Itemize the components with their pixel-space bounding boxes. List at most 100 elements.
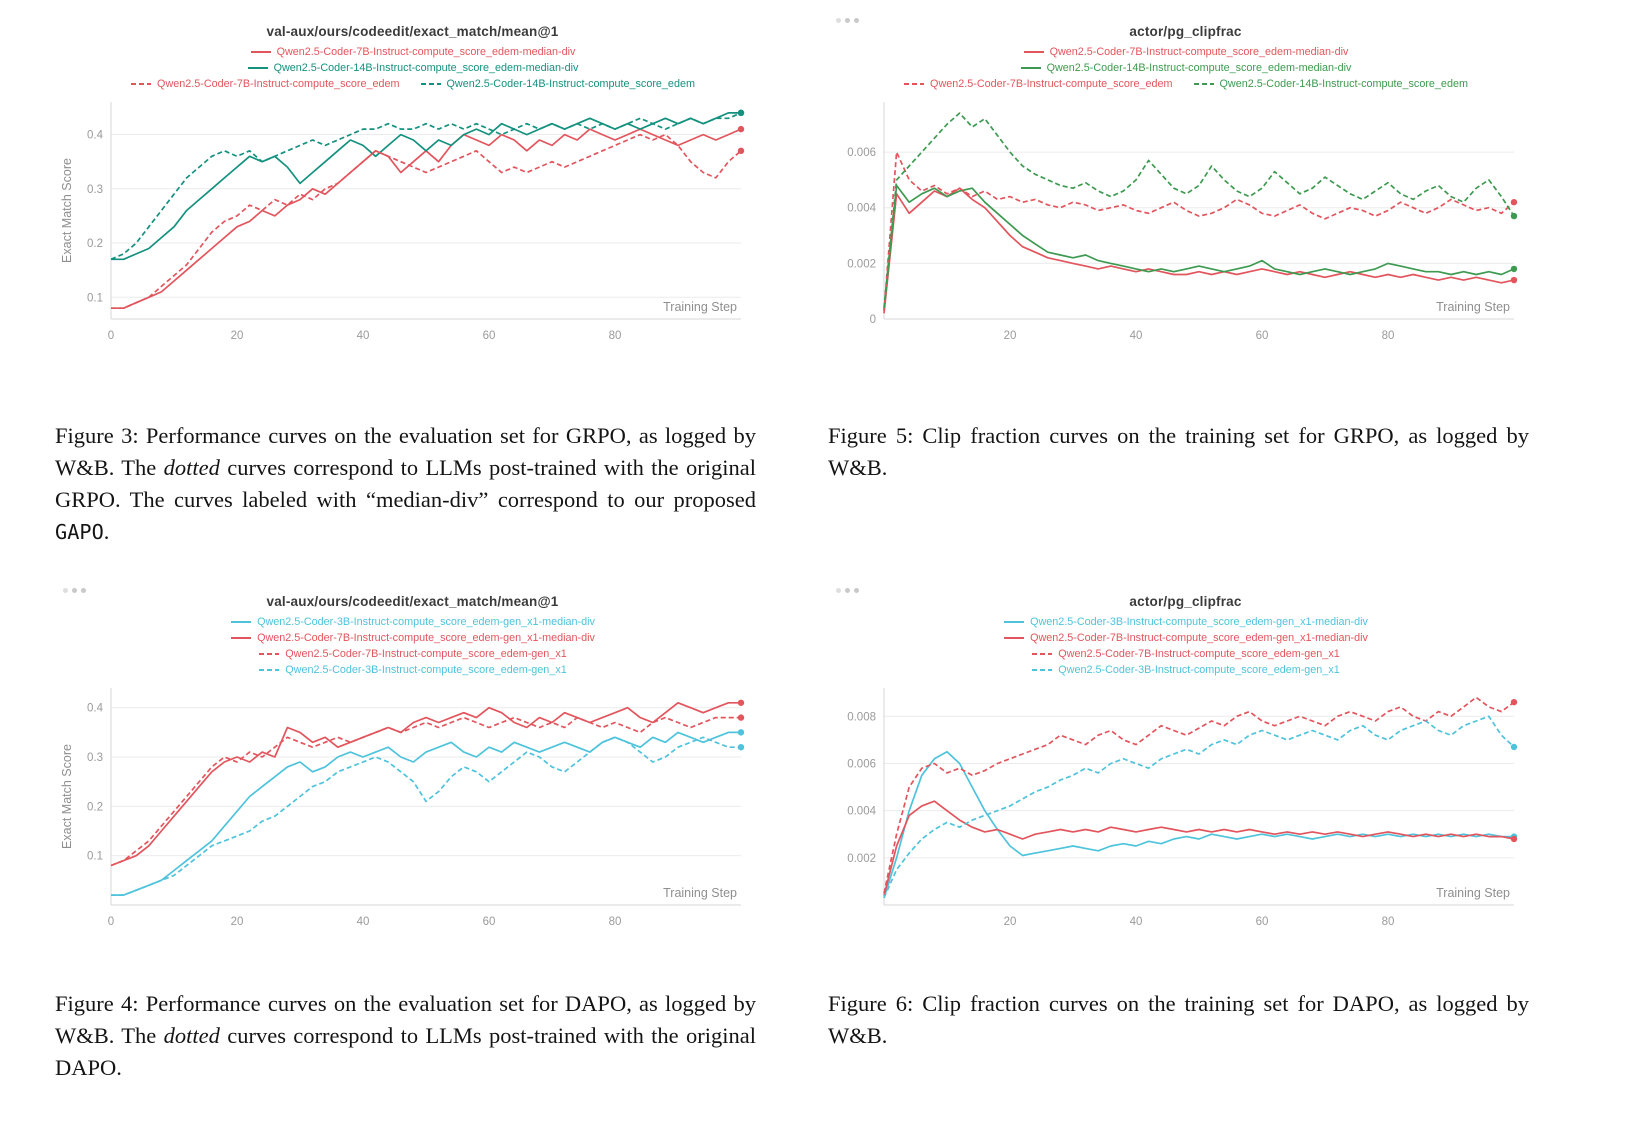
svg-text:60: 60 bbox=[483, 330, 496, 342]
chart-title: actor/pg_clipfrac bbox=[1129, 594, 1242, 609]
solid-line-swatch-icon bbox=[231, 621, 252, 623]
legend-row: Qwen2.5-Coder-7B-Instruct-compute_score_… bbox=[55, 646, 770, 662]
svg-text:0.006: 0.006 bbox=[847, 758, 876, 770]
svg-text:Exact Match Score: Exact Match Score bbox=[60, 744, 74, 849]
legend-label: Qwen2.5-Coder-14B-Instruct-compute_score… bbox=[1219, 78, 1468, 90]
chart-legend: Qwen2.5-Coder-7B-Instruct-compute_score_… bbox=[828, 44, 1543, 92]
caption-text: Figure 5: Clip fraction curves on the tr… bbox=[828, 423, 1529, 480]
figure5-caption: Figure 5: Clip fraction curves on the tr… bbox=[828, 420, 1543, 484]
legend-label: Qwen2.5-Coder-3B-Instruct-compute_score_… bbox=[257, 616, 595, 628]
legend-item: Qwen2.5-Coder-7B-Instruct-compute_score_… bbox=[1031, 646, 1340, 662]
svg-text:0.4: 0.4 bbox=[87, 130, 104, 142]
kebab-menu-icon[interactable] bbox=[836, 588, 859, 593]
caption-text: curves correspond to LLMs post-trained w… bbox=[55, 454, 756, 512]
legend-label: Qwen2.5-Coder-14B-Instruct-compute_score… bbox=[1046, 62, 1352, 74]
paper-page: val-aux/ours/codeedit/exact_match/mean@1… bbox=[55, 14, 1543, 1084]
svg-text:0: 0 bbox=[870, 314, 876, 326]
legend-label: Qwen2.5-Coder-7B-Instruct-compute_score_… bbox=[257, 632, 595, 644]
dashed-line-swatch-icon bbox=[420, 83, 441, 85]
caption-text: dotted bbox=[163, 454, 220, 480]
legend-item: Qwen2.5-Coder-7B-Instruct-compute_score_… bbox=[130, 76, 400, 92]
svg-text:0.3: 0.3 bbox=[87, 752, 103, 764]
series-endpoint-dot bbox=[737, 147, 745, 155]
figure6-caption: Figure 6: Clip fraction curves on the tr… bbox=[828, 988, 1543, 1052]
caption-text: dotted bbox=[163, 1022, 220, 1048]
legend-item: Qwen2.5-Coder-7B-Instruct-compute_score_… bbox=[230, 630, 595, 646]
chart-figure5-clipfrac-grpo: actor/pg_clipfrac Qwen2.5-Coder-7B-Instr… bbox=[828, 14, 1543, 349]
solid-line-swatch-icon bbox=[1004, 637, 1025, 639]
svg-text:0.002: 0.002 bbox=[847, 258, 876, 270]
chart-title: val-aux/ours/codeedit/exact_match/mean@1 bbox=[266, 24, 559, 39]
legend-item: Qwen2.5-Coder-14B-Instruct-compute_score… bbox=[247, 60, 579, 76]
legend-row: Qwen2.5-Coder-3B-Instruct-compute_score_… bbox=[55, 662, 770, 678]
series-line bbox=[883, 151, 1515, 311]
legend-label: Qwen2.5-Coder-7B-Instruct-compute_score_… bbox=[1049, 46, 1349, 58]
svg-text:20: 20 bbox=[231, 916, 244, 928]
svg-text:0.002: 0.002 bbox=[847, 853, 876, 865]
svg-text:0.1: 0.1 bbox=[87, 851, 103, 863]
legend-row: Qwen2.5-Coder-7B-Instruct-compute_score_… bbox=[828, 76, 1543, 92]
chart-legend: Qwen2.5-Coder-3B-Instruct-compute_score_… bbox=[828, 614, 1543, 678]
series-endpoint-dot bbox=[1510, 212, 1518, 220]
legend-item: Qwen2.5-Coder-14B-Instruct-compute_score… bbox=[1020, 60, 1352, 76]
chart-plot: 0 0.002 0.004 0.006 20 40 60 80 Training Step bbox=[847, 102, 1518, 342]
caption-text: Figure 4: Performance curves on the eval… bbox=[55, 991, 756, 1048]
legend-label: Qwen2.5-Coder-7B-Instruct-compute_score_… bbox=[1030, 632, 1368, 644]
svg-text:80: 80 bbox=[1382, 330, 1395, 342]
svg-text:0.008: 0.008 bbox=[847, 711, 876, 723]
kebab-menu-icon[interactable] bbox=[63, 588, 86, 593]
chart-figure3-exact-match-grpo: val-aux/ours/codeedit/exact_match/mean@1… bbox=[55, 14, 770, 349]
svg-text:20: 20 bbox=[1004, 330, 1017, 342]
dashed-line-swatch-icon bbox=[1032, 653, 1053, 655]
chart-plot: 0.1 0.2 0.3 0.4 0 20 40 60 80 Training Step Exact … bbox=[60, 102, 745, 342]
series-endpoint-dot bbox=[737, 714, 745, 721]
legend-label: Qwen2.5-Coder-7B-Instruct-compute_score_… bbox=[930, 78, 1173, 90]
legend-item: Qwen2.5-Coder-7B-Instruct-compute_score_… bbox=[1023, 44, 1349, 60]
series-line bbox=[883, 184, 1515, 311]
chart-legend: Qwen2.5-Coder-7B-Instruct-compute_score_… bbox=[55, 44, 770, 92]
legend-item: Qwen2.5-Coder-3B-Instruct-compute_score_… bbox=[230, 614, 595, 630]
legend-label: Qwen2.5-Coder-3B-Instruct-compute_score_… bbox=[1058, 664, 1340, 676]
legend-row: Qwen2.5-Coder-14B-Instruct-compute_score… bbox=[55, 60, 770, 76]
chart-legend: Qwen2.5-Coder-3B-Instruct-compute_score_… bbox=[55, 614, 770, 678]
legend-item: Qwen2.5-Coder-3B-Instruct-compute_score_… bbox=[1031, 662, 1340, 678]
series-line bbox=[110, 112, 742, 261]
series-line bbox=[883, 715, 1515, 899]
svg-text:0: 0 bbox=[108, 330, 114, 342]
legend-item: Qwen2.5-Coder-7B-Instruct-compute_score_… bbox=[258, 646, 567, 662]
legend-row: Qwen2.5-Coder-7B-Instruct-compute_score_… bbox=[55, 44, 770, 60]
legend-label: Qwen2.5-Coder-14B-Instruct-compute_score… bbox=[273, 62, 579, 74]
series-line bbox=[110, 716, 741, 867]
series-endpoint-dot bbox=[1510, 698, 1518, 706]
solid-line-swatch-icon bbox=[1004, 621, 1025, 623]
figure3-caption: Figure 3: Performance curves on the eval… bbox=[55, 420, 770, 548]
svg-text:0.2: 0.2 bbox=[87, 238, 103, 250]
svg-text:Exact Match Score: Exact Match Score bbox=[60, 158, 74, 263]
legend-item: Qwen2.5-Coder-3B-Instruct-compute_score_… bbox=[258, 662, 567, 678]
figure4-caption: Figure 4: Performance curves on the eval… bbox=[55, 988, 770, 1084]
svg-text:80: 80 bbox=[609, 330, 622, 342]
series-line bbox=[110, 701, 741, 867]
svg-text:60: 60 bbox=[1256, 916, 1269, 928]
svg-text:Training Step: Training Step bbox=[1436, 300, 1510, 314]
legend-row: Qwen2.5-Coder-3B-Instruct-compute_score_… bbox=[55, 614, 770, 630]
chart-plot: 0.002 0.004 0.006 0.008 20 40 60 80 Training Ste… bbox=[847, 688, 1518, 928]
chart-figure6-clipfrac-dapo: actor/pg_clipfrac Qwen2.5-Coder-3B-Instr… bbox=[828, 584, 1543, 935]
solid-line-swatch-icon bbox=[250, 51, 271, 53]
legend-label: Qwen2.5-Coder-7B-Instruct-compute_score_… bbox=[285, 648, 567, 660]
legend-row: Qwen2.5-Coder-14B-Instruct-compute_score… bbox=[828, 60, 1543, 76]
kebab-menu-icon[interactable] bbox=[836, 18, 859, 23]
svg-text:0.4: 0.4 bbox=[87, 703, 104, 715]
legend-label: Qwen2.5-Coder-7B-Instruct-compute_score_… bbox=[276, 46, 576, 58]
legend-item: Qwen2.5-Coder-3B-Instruct-compute_score_… bbox=[1003, 614, 1368, 630]
series-endpoint-dot bbox=[1510, 276, 1518, 284]
svg-text:80: 80 bbox=[609, 916, 622, 928]
chart-title: val-aux/ours/codeedit/exact_match/mean@1 bbox=[266, 594, 559, 609]
dashed-line-swatch-icon bbox=[1193, 83, 1214, 85]
chart-plot: 0.1 0.2 0.3 0.4 0 20 40 60 80 Training Step Exact … bbox=[60, 688, 745, 928]
svg-text:40: 40 bbox=[357, 330, 370, 342]
dashed-line-swatch-icon bbox=[259, 669, 280, 671]
caption-text: . bbox=[103, 518, 110, 544]
series-endpoint-dot bbox=[1510, 743, 1518, 751]
series-line bbox=[883, 696, 1515, 894]
